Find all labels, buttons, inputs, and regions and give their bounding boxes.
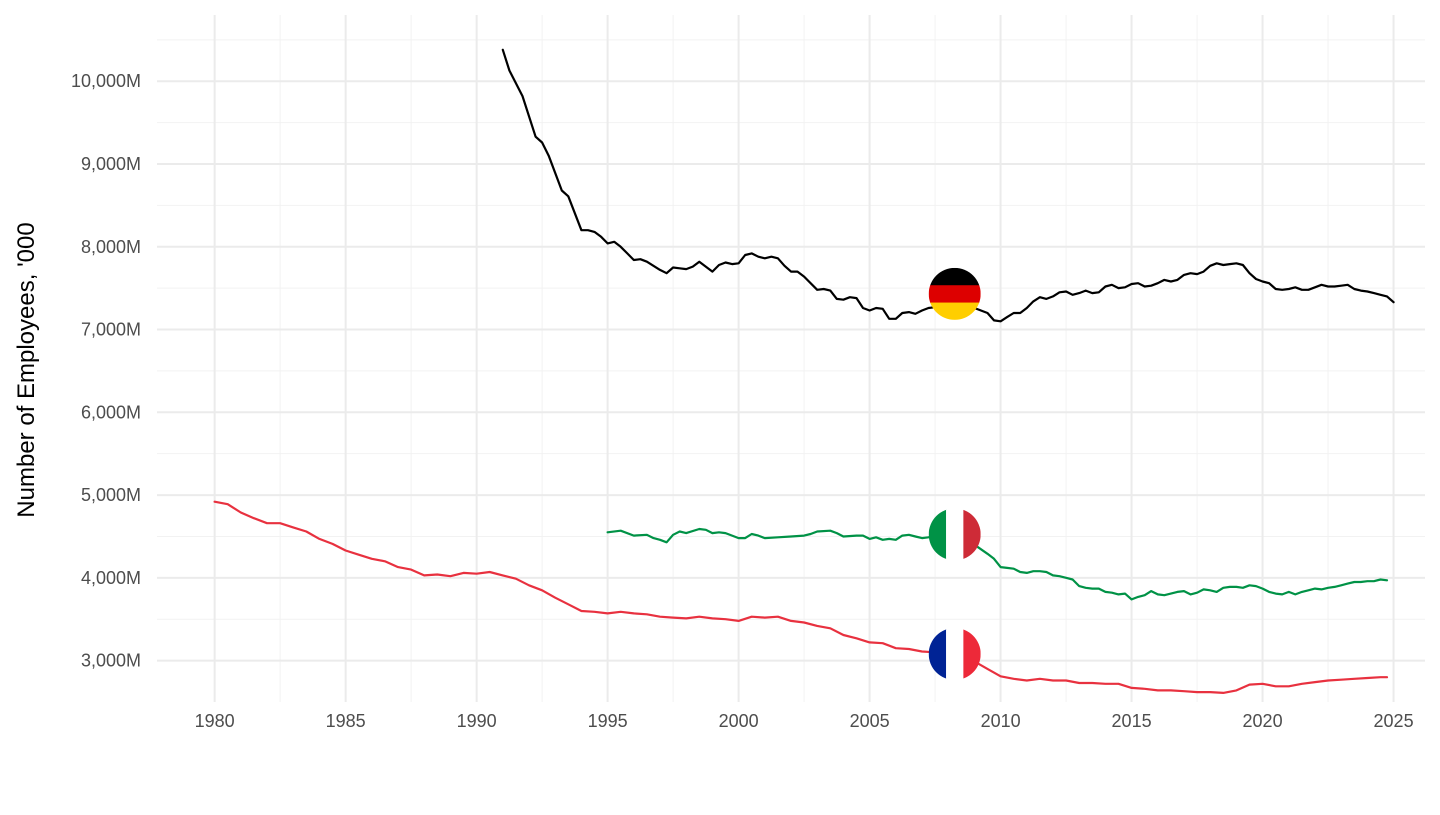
y-tick-label: 4,000M [81, 568, 141, 588]
france-flag-icon [928, 628, 981, 680]
x-tick-label: 1995 [588, 711, 628, 731]
germany-flag-icon [928, 267, 981, 320]
y-axis-title: Number of Employees, '000 [13, 222, 40, 517]
italy-flag-icon [928, 508, 981, 561]
x-tick-label: 1985 [326, 711, 366, 731]
y-tick-label: 10,000M [71, 71, 141, 91]
grid [157, 15, 1425, 702]
x-tick-label: 2015 [1112, 711, 1152, 731]
flag-markers [928, 267, 981, 680]
y-axis-ticks: 3,000M 4,000M 5,000M 6,000M 7,000M 8,000M 9,00… [71, 71, 141, 670]
series-line [606, 527, 1389, 601]
y-tick-label: 3,000M [81, 651, 141, 671]
y-tick-label: 6,000M [81, 402, 141, 422]
y-tick-label: 5,000M [81, 485, 141, 505]
x-axis-ticks: 1980 1985 1990 1995 2000 2005 2010 2015 2020 2025 [195, 711, 1414, 731]
y-tick-label: 7,000M [81, 320, 141, 340]
x-tick-label: 2005 [850, 711, 890, 731]
x-tick-label: 2000 [719, 711, 759, 731]
x-tick-label: 1990 [457, 711, 497, 731]
y-tick-label: 8,000M [81, 237, 141, 257]
x-tick-label: 2025 [1374, 711, 1414, 731]
x-tick-label: 2020 [1243, 711, 1283, 731]
y-tick-label: 9,000M [81, 154, 141, 174]
x-tick-label: 1980 [195, 711, 235, 731]
x-tick-label: 2010 [981, 711, 1021, 731]
series-line [213, 500, 1389, 694]
